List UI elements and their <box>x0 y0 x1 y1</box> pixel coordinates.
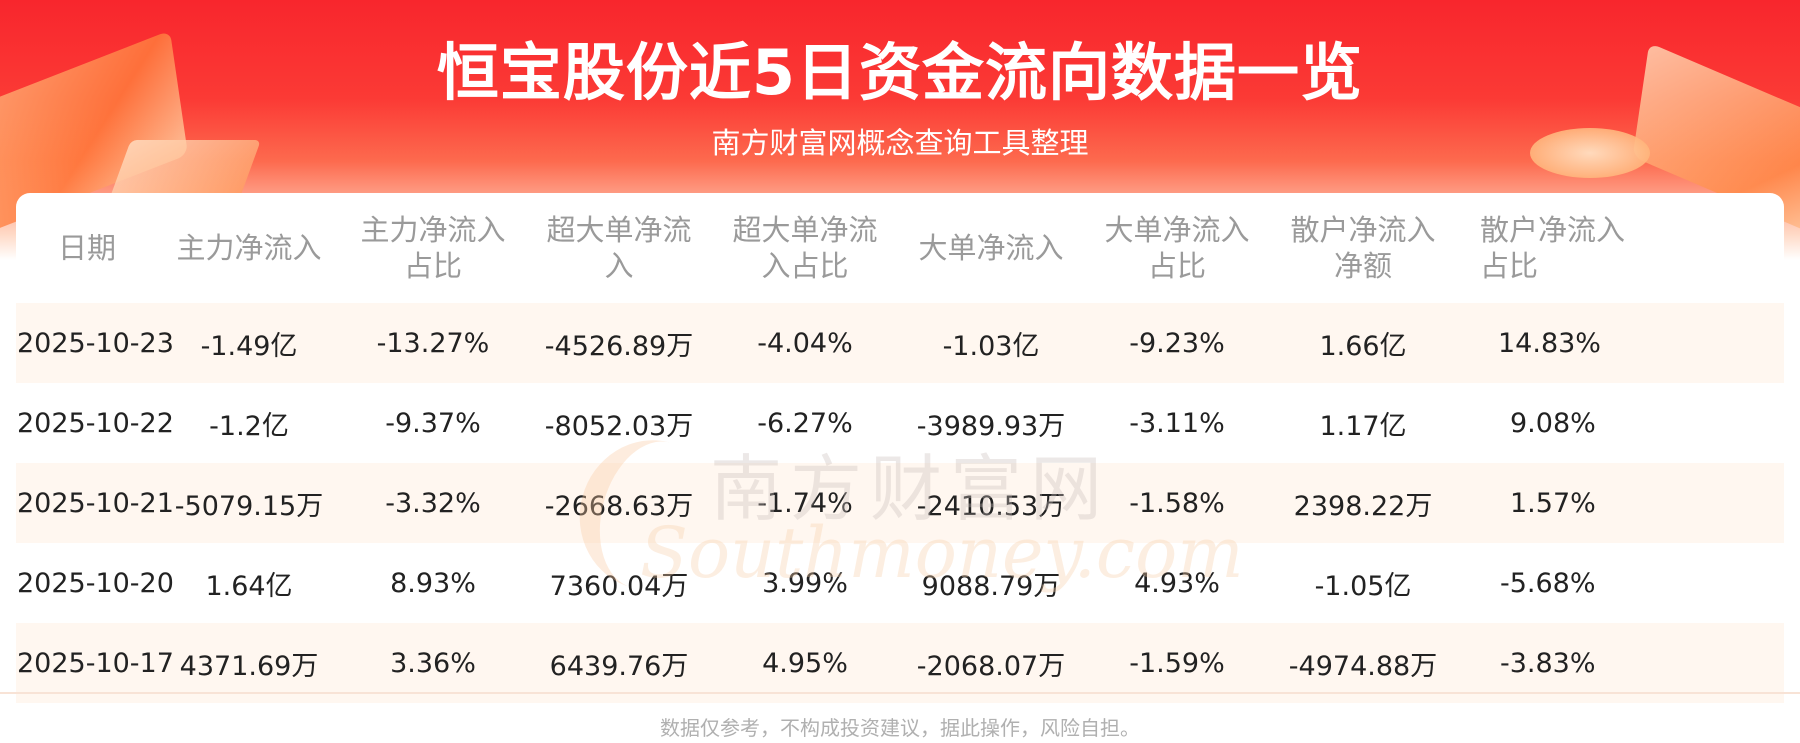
cell-date: 2025-10-23 <box>16 303 174 383</box>
cell-main-net-inflow: 1.64亿 <box>205 570 293 602</box>
page-title: 恒宝股份近5日资金流向数据一览 <box>436 36 1364 109</box>
fund-flow-table: 日期 主力净流入 主力净流入占比 超大单净流入 超大单净流入占比 大单净流入 大… <box>16 193 1784 703</box>
cell-super-large-net-inflow-ratio: -4.04% <box>712 303 898 383</box>
cell-date: 2025-10-17 <box>16 623 174 703</box>
column-header-retail-net-inflow-ratio: 散户净流入占比 <box>1480 213 1626 283</box>
table-card <box>16 193 1784 693</box>
cell-retail-net-inflow-ratio: 9.08% <box>1510 407 1596 439</box>
page-subtitle: 南方财富网概念查询工具整理 <box>711 126 1089 160</box>
table-row: 2025-10-17 4371.69万 3.36% 6439.76万 4.95%… <box>16 623 1784 703</box>
cell-main-net-inflow: 4371.69万 <box>158 623 340 703</box>
cell-retail-net-inflow: -1.05亿 <box>1314 570 1412 602</box>
column-header-super-large-net-inflow: 超大单净流入 <box>546 213 692 283</box>
cell-large-net-inflow-ratio: -9.23% <box>1084 303 1270 383</box>
cell-date: 2025-10-20 <box>17 567 174 599</box>
cell-super-large-net-inflow-ratio: -6.27% <box>757 407 853 439</box>
cell-retail-net-inflow: 2398.22万 <box>1270 463 1456 543</box>
table-row: 2025-10-22 -1.2亿 -9.37% -8052.03万 -6.27%… <box>16 383 1784 463</box>
cell-super-large-net-inflow: -4526.89万 <box>526 303 712 383</box>
column-header-large-net-inflow-ratio: 大单净流入占比 <box>1104 213 1250 283</box>
table-row: 2025-10-21 -5079.15万 -3.32% -2668.63万 -1… <box>16 463 1784 543</box>
cell-main-net-inflow-ratio: 8.93% <box>390 567 476 599</box>
cell-large-net-inflow-ratio: 4.93% <box>1134 567 1220 599</box>
cell-main-net-inflow-ratio: 3.36% <box>340 623 526 703</box>
table-header-row: 日期 主力净流入 主力净流入占比 超大单净流入 超大单净流入占比 大单净流入 大… <box>16 193 1784 303</box>
cell-main-net-inflow-ratio: -9.37% <box>385 407 481 439</box>
cell-retail-net-inflow: -4974.88万 <box>1270 623 1456 703</box>
cell-large-net-inflow-ratio: -1.58% <box>1084 463 1270 543</box>
cell-main-net-inflow: -5079.15万 <box>158 463 340 543</box>
cell-large-net-inflow: -2410.53万 <box>898 463 1084 543</box>
cell-main-net-inflow-ratio: -13.27% <box>340 303 526 383</box>
cell-super-large-net-inflow: -8052.03万 <box>544 410 694 442</box>
cell-retail-net-inflow-ratio: -3.83% <box>1456 623 1784 703</box>
cell-retail-net-inflow-ratio: 14.83% <box>1456 303 1784 383</box>
cell-retail-net-inflow: 1.66亿 <box>1270 303 1456 383</box>
column-header-super-large-net-inflow-ratio: 超大单净流入占比 <box>732 213 878 283</box>
cell-date: 2025-10-21 <box>16 463 174 543</box>
cell-main-net-inflow: -1.2亿 <box>209 410 289 442</box>
cell-large-net-inflow: 9088.79万 <box>921 570 1061 602</box>
column-header-large-net-inflow: 大单净流入 <box>918 231 1064 265</box>
column-header-main-net-inflow-ratio: 主力净流入占比 <box>360 213 506 283</box>
cell-large-net-inflow-ratio: -3.11% <box>1129 407 1225 439</box>
table-row: 2025-10-20 1.64亿 8.93% 7360.04万 3.99% 90… <box>16 543 1784 623</box>
cell-large-net-inflow: -1.03亿 <box>898 303 1084 383</box>
column-header-main-net-inflow: 主力净流入 <box>176 231 322 265</box>
cell-main-net-inflow-ratio: -3.32% <box>340 463 526 543</box>
cell-large-net-inflow-ratio: -1.59% <box>1084 623 1270 703</box>
cell-super-large-net-inflow: -2668.63万 <box>526 463 712 543</box>
cell-super-large-net-inflow-ratio: -1.74% <box>712 463 898 543</box>
cell-super-large-net-inflow: 6439.76万 <box>526 623 712 703</box>
cell-date: 2025-10-22 <box>17 407 174 439</box>
cell-retail-net-inflow-ratio: 1.57% <box>1456 463 1784 543</box>
cell-main-net-inflow: -1.49亿 <box>158 303 340 383</box>
cell-super-large-net-inflow: 7360.04万 <box>549 570 689 602</box>
divider <box>0 692 1800 694</box>
cell-large-net-inflow: -2068.07万 <box>898 623 1084 703</box>
decorative-shape-right <box>1530 128 1650 178</box>
column-header-date: 日期 <box>57 231 116 265</box>
table-row: 2025-10-23 -1.49亿 -13.27% -4526.89万 -4.0… <box>16 303 1784 383</box>
cell-super-large-net-inflow-ratio: 3.99% <box>762 567 848 599</box>
column-header-retail-net-inflow: 散户净流入净额 <box>1290 213 1436 283</box>
cell-large-net-inflow: -3989.93万 <box>916 410 1066 442</box>
cell-retail-net-inflow: 1.17亿 <box>1319 410 1407 442</box>
disclaimer-text: 数据仅参考，不构成投资建议，据此操作，风险自担。 <box>660 716 1140 740</box>
cell-retail-net-inflow-ratio: -5.68% <box>1500 567 1596 599</box>
cell-super-large-net-inflow-ratio: 4.95% <box>712 623 898 703</box>
